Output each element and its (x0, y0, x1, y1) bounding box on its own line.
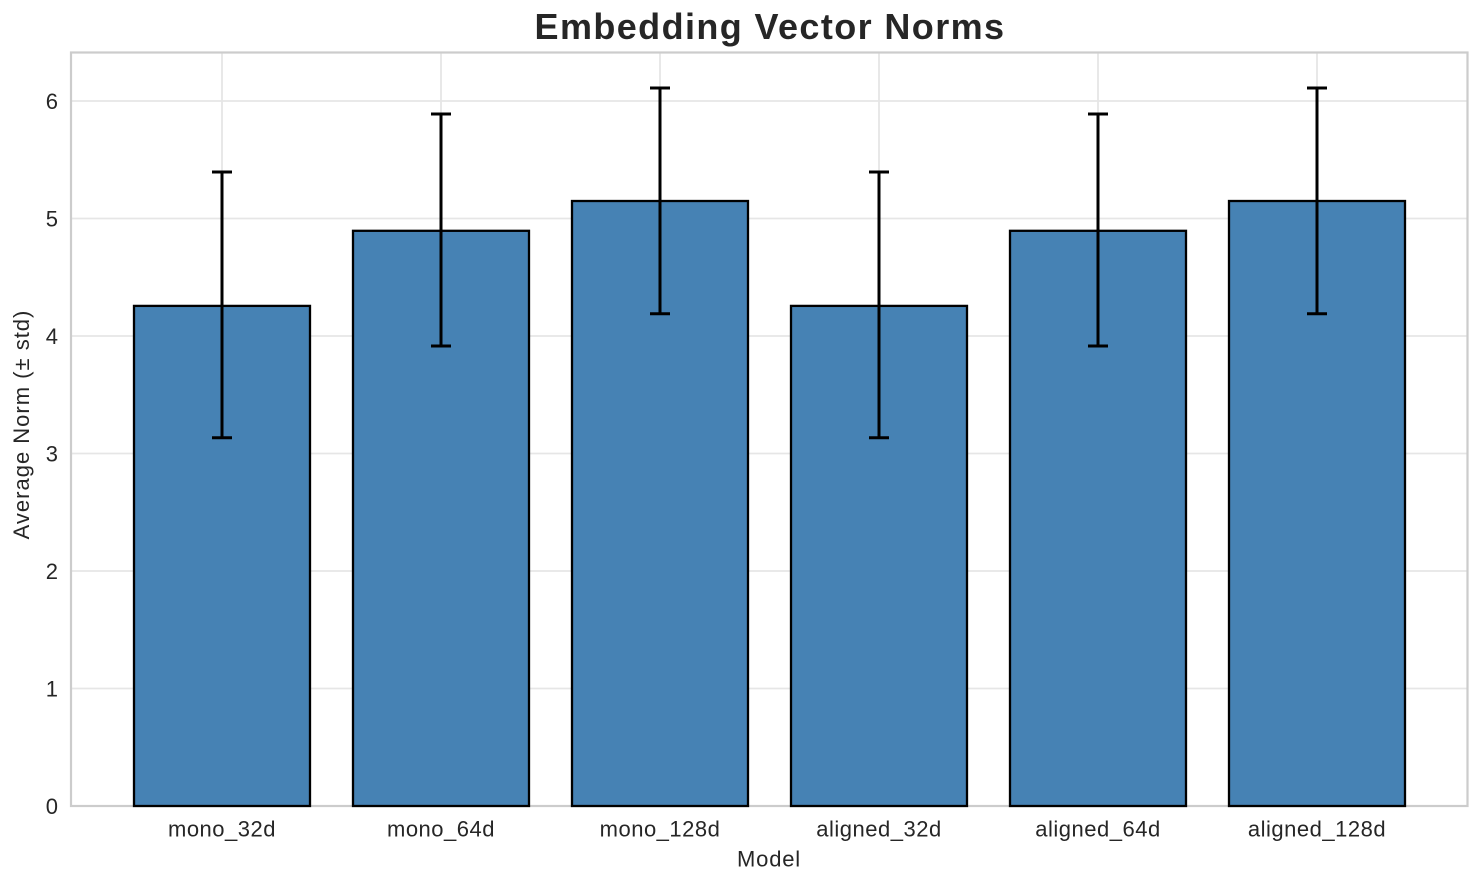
svg-text:3: 3 (46, 441, 58, 466)
svg-text:mono_32d: mono_32d (168, 817, 276, 842)
svg-text:mono_128d: mono_128d (600, 817, 721, 842)
svg-text:2: 2 (46, 559, 58, 584)
svg-text:6: 6 (46, 89, 58, 114)
svg-text:aligned_64d: aligned_64d (1035, 817, 1160, 842)
svg-text:5: 5 (46, 206, 58, 231)
svg-text:1: 1 (46, 676, 58, 701)
svg-text:aligned_32d: aligned_32d (816, 817, 941, 842)
svg-text:0: 0 (46, 794, 58, 819)
svg-text:Embedding Vector Norms: Embedding Vector Norms (535, 6, 1006, 47)
svg-text:4: 4 (46, 324, 58, 349)
svg-text:aligned_128d: aligned_128d (1248, 817, 1386, 842)
svg-text:Average Norm (± std): Average Norm (± std) (9, 310, 34, 540)
svg-text:Model: Model (737, 847, 801, 872)
svg-text:mono_64d: mono_64d (387, 817, 495, 842)
